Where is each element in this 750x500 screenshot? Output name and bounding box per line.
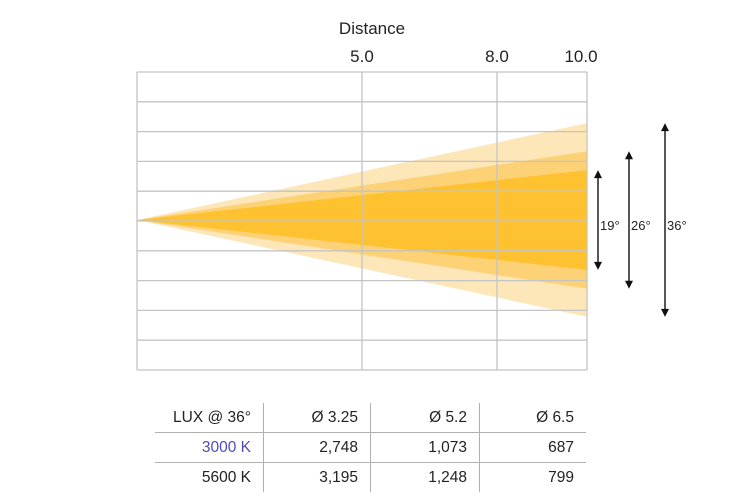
table-cell: 799 [479, 462, 586, 492]
distance-tick-label-5: 5.0 [350, 47, 374, 66]
beam-angle-arrows [594, 123, 669, 317]
distance-title: Distance [339, 19, 405, 38]
row-label-3000k: 3000 K [155, 432, 264, 463]
table-header-cell: LUX @ 36° [155, 403, 264, 433]
table-header-cell: Ø 6.5 [479, 403, 586, 433]
arrow-down-icon [594, 261, 602, 270]
table-row: 3000 K 2,748 1,073 687 [155, 432, 586, 463]
table-header-cell: Ø 5.2 [370, 403, 480, 433]
table-cell: 2,748 [263, 432, 371, 463]
beam-angle-label-36: 36° [667, 218, 687, 233]
beam-angle-labels: 19° 26° 36° [600, 218, 687, 233]
beam-angle-label-19: 19° [600, 218, 620, 233]
lux-table: LUX @ 36° Ø 3.25 Ø 5.2 Ø 6.5 3000 K 2,74… [155, 403, 586, 492]
table-header-cell: Ø 3.25 [263, 403, 371, 433]
table-cell: 1,248 [370, 462, 480, 492]
distance-tick-labels: 5.0 8.0 10.0 [350, 47, 597, 66]
table-header-row: LUX @ 36° Ø 3.25 Ø 5.2 Ø 6.5 [155, 403, 586, 433]
arrow-up-icon [661, 123, 669, 132]
distance-tick-label-8: 8.0 [485, 47, 509, 66]
arrow-down-icon [661, 308, 669, 317]
beam-diagram: Distance 5.0 8.0 10.0 19° 26° 36° [136, 19, 687, 371]
table-row: 5600 K 3,195 1,248 799 [155, 462, 586, 492]
table-cell: 687 [479, 432, 586, 463]
distance-tick-label-10: 10.0 [564, 47, 597, 66]
grid-lines [136, 71, 588, 371]
arrow-up-icon [625, 151, 633, 160]
table-cell: 1,073 [370, 432, 480, 463]
row-label-5600k: 5600 K [201, 468, 251, 486]
beam-angle-label-26: 26° [631, 218, 651, 233]
arrow-down-icon [625, 280, 633, 289]
arrow-up-icon [594, 170, 602, 179]
table-cell: 3,195 [263, 462, 371, 492]
